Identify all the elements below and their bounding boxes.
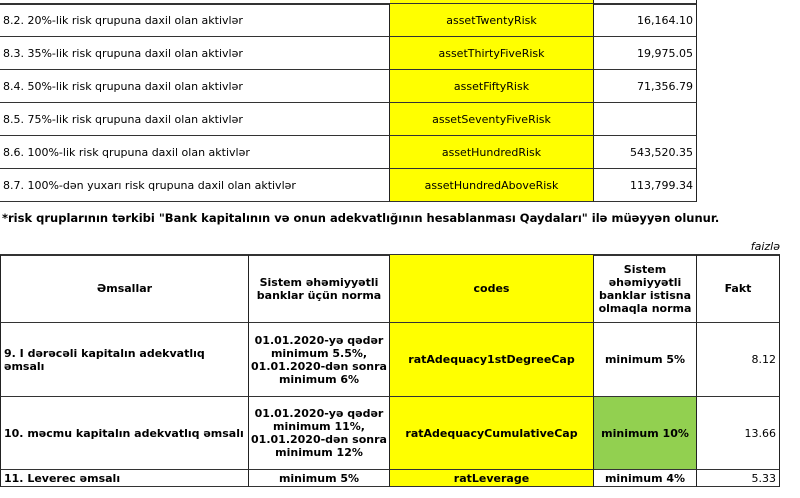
ratio-label: 11. Leverec əmsalı <box>0 470 249 487</box>
column-header: codes <box>390 255 594 323</box>
column-header: Əmsallar <box>0 255 249 323</box>
unit-label: faizlə <box>750 240 780 253</box>
ratio-fact: 8.12 <box>697 323 780 397</box>
ratio-sys-norm: minimum 5% <box>249 470 390 487</box>
ratio-label: 9. I dərəcəli kapitalın adekvatlıq əmsal… <box>0 323 249 397</box>
row-value: 19,975.05 <box>594 37 697 70</box>
value-cell <box>594 0 697 4</box>
row-code: assetSeventyFiveRisk <box>390 103 594 136</box>
column-header: Sistem əhəmiyyətli banklar istisna olmaq… <box>594 255 697 323</box>
table-border <box>0 254 780 256</box>
row-value: 71,356.79 <box>594 70 697 103</box>
row-code: assetFiftyRisk <box>390 70 594 103</box>
row-label: 8.6. 100%-lik risk qrupuna daxil olan ak… <box>0 136 390 169</box>
ratio-code: ratAdequacyCumulativeCap <box>390 397 594 470</box>
ratio-label: 10. məcmu kapitalın adekvatlıq əmsalı <box>0 397 249 470</box>
ratio-code: ratLeverage <box>390 470 594 487</box>
row-label: 8.2. 20%-lik risk qrupuna daxil olan akt… <box>0 4 390 37</box>
row-code: assetTwentyRisk <box>390 4 594 37</box>
ratio-fact: 5.33 <box>697 470 780 487</box>
ratio-norm: minimum 5% <box>594 323 697 397</box>
ratio-norm: minimum 4% <box>594 470 697 487</box>
row-label: 8.5. 75%-lik risk qrupuna daxil olan akt… <box>0 103 390 136</box>
row-code: assetHundredRisk <box>390 136 594 169</box>
ratio-norm: minimum 10% <box>594 397 697 470</box>
row-label: 8.4. 50%-lik risk qrupuna daxil olan akt… <box>0 70 390 103</box>
row-code: assetThirtyFiveRisk <box>390 37 594 70</box>
table-border <box>0 3 697 5</box>
column-header: Sistem əhəmiyyətli banklar üçün norma <box>249 255 390 323</box>
column-header: Fakt <box>697 255 780 323</box>
ratio-sys-norm: 01.01.2020-yə qədər minimum 5.5%, 01.01.… <box>249 323 390 397</box>
row-label: 8.7. 100%-dən yuxarı risk qrupuna daxil … <box>0 169 390 202</box>
row-value <box>594 103 697 136</box>
ratio-code: ratAdequacy1stDegreeCap <box>390 323 594 397</box>
row-code: assetHundredAboveRisk <box>390 169 594 202</box>
ratio-sys-norm: 01.01.2020-yə qədər minimum 11%, 01.01.2… <box>249 397 390 470</box>
row-value: 543,520.35 <box>594 136 697 169</box>
row-value: 16,164.10 <box>594 4 697 37</box>
code-cell <box>390 0 594 4</box>
footnote: *risk qruplarının tərkibi "Bank kapitalı… <box>2 211 720 225</box>
row-value: 113,799.34 <box>594 169 697 202</box>
ratio-fact: 13.66 <box>697 397 780 470</box>
row-label: 8.3. 35%-lik risk qrupuna daxil olan akt… <box>0 37 390 70</box>
